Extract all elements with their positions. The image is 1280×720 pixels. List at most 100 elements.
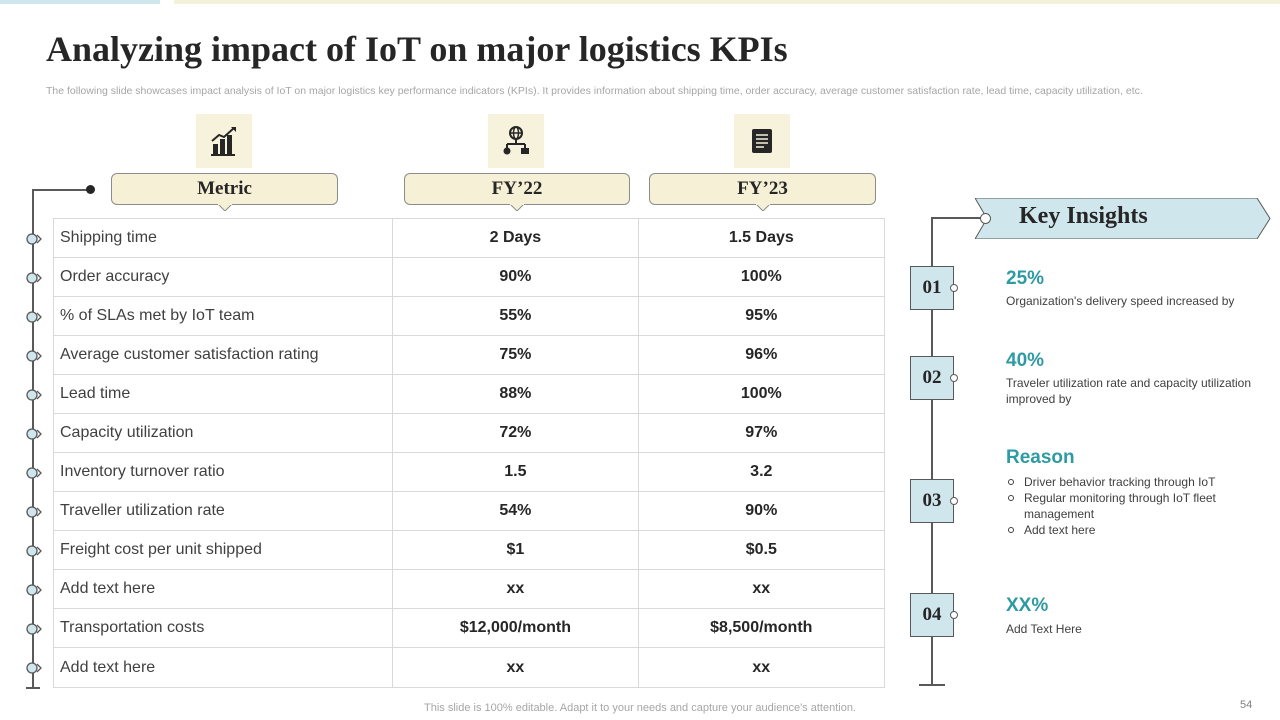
document-notes-icon: [734, 114, 790, 168]
header-pointer: [217, 204, 232, 211]
page-number: 54: [1240, 699, 1253, 711]
cell-fy23: 3.2: [750, 463, 773, 480]
cell-fy22: $12,000/month: [393, 609, 639, 647]
header-fy23-label: FY’23: [737, 178, 788, 199]
row-marker-icon: [26, 271, 46, 285]
cell-fy22: $1: [393, 531, 639, 569]
page-title: Analyzing impact of IoT on major logisti…: [46, 29, 788, 69]
insight-dot: [950, 611, 958, 619]
reason-bullet-text: Regular monitoring through IoT fleet man…: [1024, 491, 1216, 521]
cell-metric: Add text here: [54, 570, 394, 608]
footer-note: This slide is 100% editable. Adapt it to…: [0, 702, 1280, 714]
row-marker-icon: [26, 583, 46, 597]
key-insights-banner: Key Insights: [975, 198, 1271, 239]
cell-fy22: 88%: [393, 375, 639, 413]
reason-bullet: Add text here: [1006, 522, 1236, 538]
cell-metric: Inventory turnover ratio: [54, 453, 394, 491]
insight-heading: 40%: [1006, 350, 1045, 371]
insight-heading: XX%: [1006, 595, 1049, 616]
left-timeline-connector: [32, 189, 90, 191]
cell-fy23: xx: [752, 580, 771, 597]
header-metric: Metric: [111, 173, 338, 211]
bullet-circle-icon: [1008, 527, 1014, 533]
footer-text: This slide is 100% editable. Adapt it to…: [424, 702, 856, 714]
cell-metric: Order accuracy: [54, 258, 394, 296]
cell-fy23: 96%: [745, 346, 778, 363]
header-fy23: FY’23: [649, 173, 876, 211]
insight-heading: Reason: [1006, 447, 1075, 468]
cell-fy23: 95%: [745, 307, 778, 324]
cell-fy23: 90%: [745, 502, 778, 519]
cell-fy22: 2 Days: [393, 219, 639, 257]
reason-bullet: Driver behavior tracking through IoT: [1006, 474, 1236, 490]
bullet-circle-icon: [1008, 479, 1014, 485]
cell-fy23: 97%: [745, 424, 778, 441]
row-marker-icon: [26, 388, 46, 402]
left-timeline-end: [26, 687, 40, 689]
insight-text: Traveler utilization rate and capacity u…: [1006, 376, 1252, 406]
page-subtitle: The following slide showcases impact ana…: [46, 85, 1143, 97]
table-row: Traveller utilization rate 54% 90%: [26, 492, 884, 531]
top-accent-bar-blue: [0, 0, 160, 4]
row-marker-icon: [26, 349, 46, 363]
bullet-circle-icon: [1008, 495, 1014, 501]
cell-metric: Add text here: [54, 648, 394, 687]
table-row: Inventory turnover ratio 1.5 3.2: [26, 453, 884, 492]
cell-metric: Lead time: [54, 375, 394, 413]
cell-fy22: 55%: [393, 297, 639, 335]
cell-metric: Average customer satisfaction rating: [54, 336, 394, 374]
row-marker-icon: [26, 544, 46, 558]
reason-bullet-text: Add text here: [1024, 523, 1096, 537]
cell-fy22: 54%: [393, 492, 639, 530]
insight-heading: 25%: [1006, 268, 1045, 289]
cell-fy22: 72%: [393, 414, 639, 452]
header-pointer: [755, 204, 770, 211]
insights-timeline-connector: [931, 217, 983, 219]
key-insights-title: Key Insights: [1019, 203, 1148, 229]
insight-number-box: 02: [910, 356, 954, 400]
cell-metric: Shipping time: [54, 219, 394, 257]
left-timeline-dot: [86, 185, 95, 194]
row-marker-icon: [26, 505, 46, 519]
cell-fy22: xx: [393, 648, 639, 687]
cell-fy23: 100%: [740, 268, 782, 285]
header-pointer: [510, 204, 524, 211]
top-accent-bar-cream: [174, 0, 1280, 4]
cell-fy22: 1.5: [393, 453, 639, 491]
key-insights-dot: [980, 213, 991, 224]
bar-chart-growth-icon: [196, 114, 252, 168]
header-fy22-label: FY’22: [491, 178, 543, 199]
table-row: Lead time 88% 100%: [26, 375, 884, 414]
reason-bullet-text: Driver behavior tracking through IoT: [1024, 475, 1216, 489]
row-marker-icon: [26, 232, 46, 246]
header-metric-label: Metric: [197, 178, 252, 199]
table-row: % of SLAs met by IoT team 55% 95%: [26, 297, 884, 336]
cell-metric: Freight cost per unit shipped: [54, 531, 394, 569]
cell-metric: % of SLAs met by IoT team: [54, 297, 394, 335]
globe-network-icon: [488, 114, 544, 168]
row-marker-icon: [26, 622, 46, 636]
cell-fy23: xx: [752, 658, 771, 676]
insight-number-box: 01: [910, 266, 954, 310]
cell-metric: Capacity utilization: [54, 414, 394, 452]
reason-bullet-list: Driver behavior tracking through IoT Reg…: [1006, 474, 1236, 538]
row-marker-icon: [26, 427, 46, 441]
kpi-table: Shipping time 2 Days 1.5 Days Order accurac…: [26, 218, 885, 688]
table-row: Add text here xx xx: [26, 648, 884, 687]
insight-dot: [950, 497, 958, 505]
insight-text: Organization's delivery speed increased …: [1006, 294, 1235, 308]
table-row: Add text here xx xx: [26, 570, 884, 609]
cell-fy22: 75%: [393, 336, 639, 374]
insight-text: Add Text Here: [1006, 622, 1082, 636]
cell-fy22: xx: [393, 570, 639, 608]
row-marker-icon: [26, 310, 46, 324]
insight-dot: [950, 374, 958, 382]
table-row: Freight cost per unit shipped $1 $0.5: [26, 531, 884, 570]
table-row: Order accuracy 90% 100%: [26, 258, 884, 297]
table-row: Transportation costs $12,000/month $8,500/…: [26, 609, 884, 648]
cell-fy23: $8,500/month: [710, 619, 813, 636]
insight-number-box: 04: [910, 593, 954, 637]
cell-fy23: 1.5 Days: [728, 229, 794, 246]
row-marker-icon: [26, 661, 46, 675]
cell-metric: Traveller utilization rate: [54, 492, 394, 530]
